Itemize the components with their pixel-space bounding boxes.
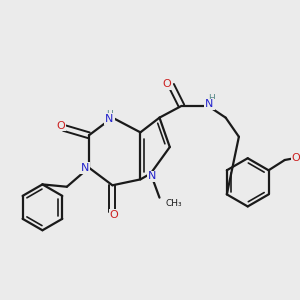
Text: H: H xyxy=(208,94,215,103)
Text: N: N xyxy=(205,99,214,110)
Text: N: N xyxy=(105,114,114,124)
Text: N: N xyxy=(148,172,156,182)
Text: O: O xyxy=(110,210,118,220)
Text: H: H xyxy=(106,110,113,118)
Text: O: O xyxy=(163,79,171,89)
Text: N: N xyxy=(81,163,90,172)
Text: CH₃: CH₃ xyxy=(166,199,183,208)
Text: O: O xyxy=(292,153,300,163)
Text: O: O xyxy=(57,121,65,130)
